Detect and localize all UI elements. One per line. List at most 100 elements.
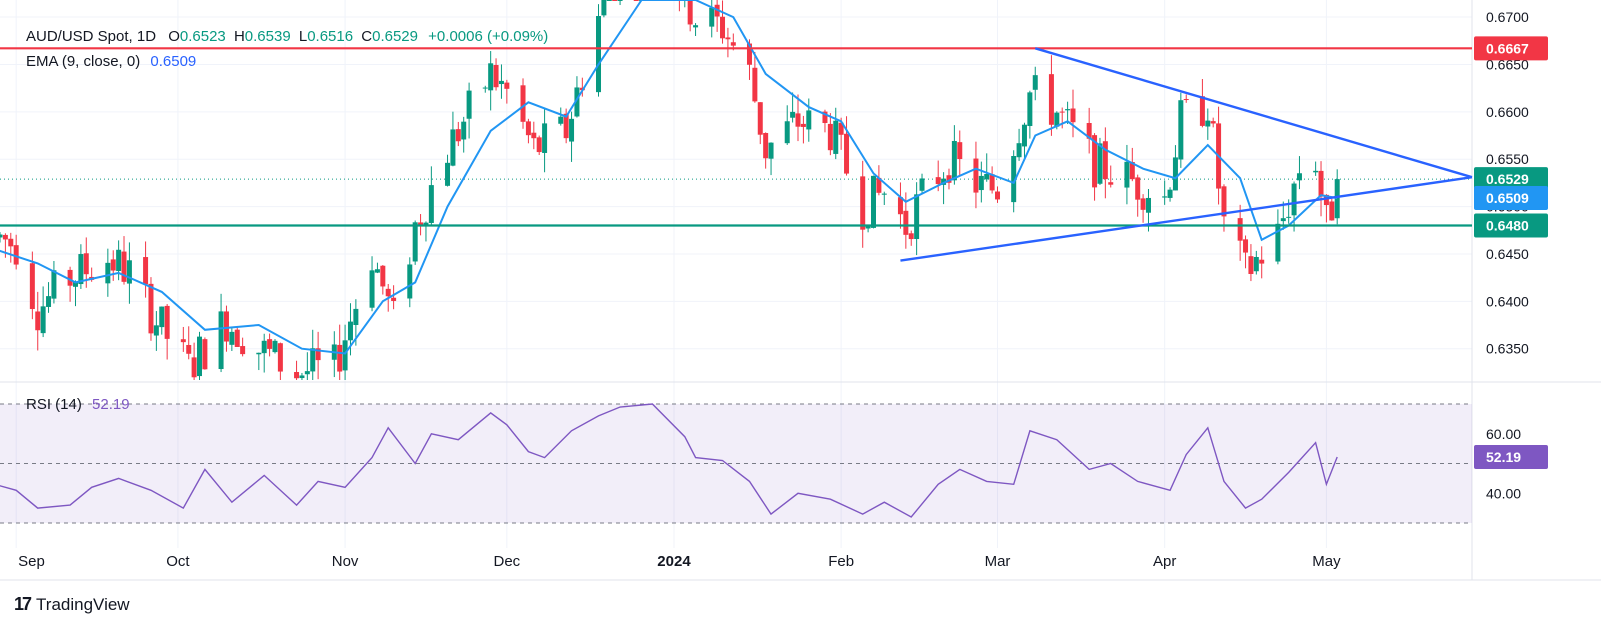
rsi-legend-value: 52.19 (92, 396, 130, 413)
candle-body (989, 174, 995, 191)
candle-body (768, 142, 774, 159)
ema-legend: EMA (9, close, 0) 0.6509 (26, 53, 196, 70)
candle-body (746, 43, 752, 65)
candle-body (1102, 141, 1108, 180)
candle-body (941, 178, 947, 185)
rsi-badge-text: 52.19 (1486, 449, 1521, 465)
close-value: 0.6529 (372, 28, 418, 45)
candle-body (202, 339, 208, 370)
candle-body (860, 176, 866, 230)
candle-body (790, 111, 796, 118)
x-tick-label: Oct (166, 553, 190, 570)
candle-body (272, 340, 278, 353)
candle-body (542, 123, 548, 153)
candle-body (1221, 186, 1227, 217)
candle-body (342, 340, 348, 371)
price-tick-label: 0.6350 (1486, 341, 1529, 357)
candle-body (116, 249, 122, 272)
candle-body (83, 253, 89, 275)
candle-body (574, 87, 580, 117)
candle-body (844, 133, 850, 174)
x-axis: Sep Oct Nov Dec 2024 Feb Mar Apr May (18, 553, 1341, 570)
candle-body (482, 87, 488, 89)
candle-body (1313, 170, 1319, 173)
candle-body (784, 121, 790, 144)
candle-body (1021, 124, 1027, 147)
candle-body (935, 177, 941, 185)
candle-body (596, 16, 602, 93)
candle-body (29, 263, 35, 310)
price-badge-bg (1474, 186, 1548, 211)
candle-body (978, 175, 984, 191)
candle-body (1124, 161, 1130, 188)
candle-body (520, 85, 526, 122)
tradingview-logo[interactable]: 17 TradingView (14, 594, 130, 615)
candle-body (1210, 121, 1216, 124)
candle-body (218, 311, 224, 370)
candle-body (13, 245, 19, 265)
candle-body (881, 193, 887, 195)
candle-body (865, 226, 871, 229)
candle-body (795, 113, 801, 127)
candle-body (569, 118, 575, 142)
rsi-line (0, 403, 1338, 518)
candle-body (78, 254, 84, 285)
horizontal-levels (0, 47, 1472, 227)
candle-body (153, 325, 159, 336)
candle-body (148, 283, 154, 334)
candle-body (164, 305, 170, 339)
level-badge-text: 0.6667 (1486, 40, 1529, 56)
candle-body (838, 122, 844, 135)
candle-body (1237, 218, 1243, 241)
candle-body (299, 375, 305, 379)
candle-body (1097, 143, 1103, 184)
candle-body (423, 222, 429, 227)
trendline (1034, 47, 1473, 179)
candle-body (1032, 75, 1038, 90)
x-tick-label: Apr (1153, 553, 1176, 570)
candle-body (563, 113, 569, 139)
candle-body (1178, 100, 1184, 160)
candle-body (418, 222, 424, 225)
candle-body (730, 42, 736, 46)
candle-body (897, 197, 903, 215)
candle-body (1334, 179, 1340, 219)
candle-body (337, 344, 343, 372)
candle-body (1183, 99, 1189, 101)
price-tick-label: 0.6400 (1486, 293, 1529, 309)
price-axis[interactable]: 0.63500.64000.64500.65000.65500.66000.66… (1486, 9, 1529, 357)
rsi-axis[interactable]: 40.00 60.00 (1486, 426, 1521, 502)
candle-body (1205, 120, 1211, 127)
candle-body (1059, 111, 1065, 113)
candle-body (412, 222, 418, 262)
candle-body (229, 331, 235, 345)
candle-body (1280, 218, 1286, 222)
low-label: L (298, 28, 308, 45)
candle-body (46, 296, 52, 307)
candle-body (946, 175, 952, 183)
candle-body (1248, 256, 1254, 274)
level-badge-bg (1474, 213, 1548, 238)
candle-body (612, 0, 618, 1)
rsi-legend-label: RSI (14) (26, 396, 82, 413)
candle-body (180, 339, 186, 343)
price-tick-label: 0.6700 (1486, 9, 1529, 25)
rsi-badge-bg (1474, 444, 1548, 469)
candle-body (1243, 239, 1249, 253)
symbol-legend: AUD/USD Spot, 1D O0.6523 H0.6539 L0.6516… (26, 28, 548, 45)
candle-body (353, 308, 359, 325)
candle-body (121, 251, 127, 282)
rsi-tick-label: 40.00 (1486, 485, 1521, 501)
change-value: +0.0006 (+0.09%) (428, 28, 549, 45)
candle-body (919, 178, 925, 191)
candle-body (1016, 143, 1022, 158)
ema-legend-value: 0.6509 (150, 53, 197, 70)
candle-body (315, 348, 321, 361)
candle-body (693, 25, 699, 28)
candle-body (428, 185, 434, 223)
candle-body (1011, 156, 1017, 203)
candle-body (1054, 112, 1060, 127)
candle-body (294, 372, 300, 379)
candle-body (374, 269, 380, 273)
